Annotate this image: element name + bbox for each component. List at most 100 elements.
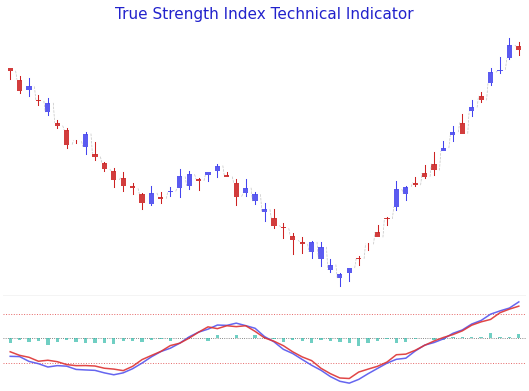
Bar xyxy=(516,47,522,50)
Bar xyxy=(338,338,342,342)
Bar xyxy=(140,194,144,203)
Bar xyxy=(243,188,248,193)
Bar xyxy=(158,197,163,199)
Bar xyxy=(272,338,276,339)
Bar xyxy=(460,122,465,134)
Bar xyxy=(328,265,333,270)
Bar xyxy=(281,338,285,342)
Bar xyxy=(56,338,59,343)
Bar xyxy=(7,68,13,71)
Bar xyxy=(93,338,97,343)
Bar xyxy=(404,338,407,343)
Bar xyxy=(432,338,436,340)
Bar xyxy=(441,148,446,151)
Bar xyxy=(432,164,436,170)
Bar xyxy=(206,338,209,341)
Bar xyxy=(442,338,445,340)
Bar xyxy=(150,338,153,340)
Bar xyxy=(8,338,12,343)
Bar xyxy=(216,335,219,338)
Bar xyxy=(299,242,305,244)
Bar xyxy=(338,274,342,278)
Bar xyxy=(122,338,125,341)
Bar xyxy=(507,45,512,58)
Bar xyxy=(131,338,134,341)
Bar xyxy=(46,338,50,345)
Bar xyxy=(37,338,40,341)
Bar xyxy=(84,338,87,343)
Bar xyxy=(36,100,41,101)
Bar xyxy=(290,236,295,240)
Bar xyxy=(414,338,417,339)
Bar xyxy=(262,209,267,212)
Bar xyxy=(329,338,332,341)
Bar xyxy=(263,337,266,338)
Bar xyxy=(310,338,313,343)
Bar xyxy=(28,338,31,343)
Bar xyxy=(356,258,361,259)
Bar xyxy=(320,338,323,341)
Bar xyxy=(498,337,501,338)
Bar xyxy=(508,337,511,338)
Bar xyxy=(252,194,258,201)
Bar xyxy=(451,337,454,338)
Bar xyxy=(75,338,78,342)
Bar xyxy=(413,183,418,185)
Bar xyxy=(281,227,286,228)
Bar xyxy=(318,247,324,259)
Bar xyxy=(112,338,115,344)
Bar xyxy=(376,338,379,341)
Bar xyxy=(187,337,191,338)
Bar xyxy=(253,335,257,338)
Bar xyxy=(422,173,427,177)
Bar xyxy=(489,333,492,338)
Bar xyxy=(234,335,238,338)
Bar xyxy=(488,72,493,83)
Bar xyxy=(54,123,60,126)
Bar xyxy=(403,187,408,194)
Bar xyxy=(309,242,314,252)
Bar xyxy=(65,338,68,340)
Bar xyxy=(348,338,351,343)
Bar xyxy=(177,176,183,188)
Bar xyxy=(169,338,172,341)
Bar xyxy=(346,268,352,273)
Bar xyxy=(479,337,483,338)
Bar xyxy=(385,338,389,339)
Bar xyxy=(367,338,370,343)
Bar xyxy=(45,103,50,112)
Bar xyxy=(395,338,398,343)
Bar xyxy=(497,70,503,71)
Bar xyxy=(300,338,304,341)
Bar xyxy=(102,163,107,169)
Bar xyxy=(224,175,230,177)
Bar xyxy=(469,108,475,111)
Bar xyxy=(271,219,277,226)
Bar xyxy=(375,232,380,237)
Bar xyxy=(121,178,126,186)
Bar xyxy=(26,86,32,90)
Bar xyxy=(93,154,97,157)
Bar xyxy=(357,338,360,346)
Bar xyxy=(291,338,295,340)
Bar xyxy=(168,191,173,192)
Bar xyxy=(17,80,22,91)
Bar xyxy=(18,338,21,340)
Bar xyxy=(196,179,201,181)
Bar xyxy=(74,140,79,141)
Bar xyxy=(394,189,399,206)
Bar xyxy=(450,132,455,135)
Bar xyxy=(149,193,154,204)
Bar xyxy=(187,174,191,186)
Bar xyxy=(234,183,239,197)
Bar xyxy=(215,165,220,171)
Title: True Strength Index Technical Indicator: True Strength Index Technical Indicator xyxy=(115,7,414,22)
Bar xyxy=(140,338,144,342)
Bar xyxy=(130,186,135,188)
Bar xyxy=(205,172,211,175)
Bar xyxy=(103,338,106,343)
Bar xyxy=(461,337,464,338)
Bar xyxy=(83,134,88,147)
Bar xyxy=(517,334,521,338)
Bar xyxy=(111,171,116,180)
